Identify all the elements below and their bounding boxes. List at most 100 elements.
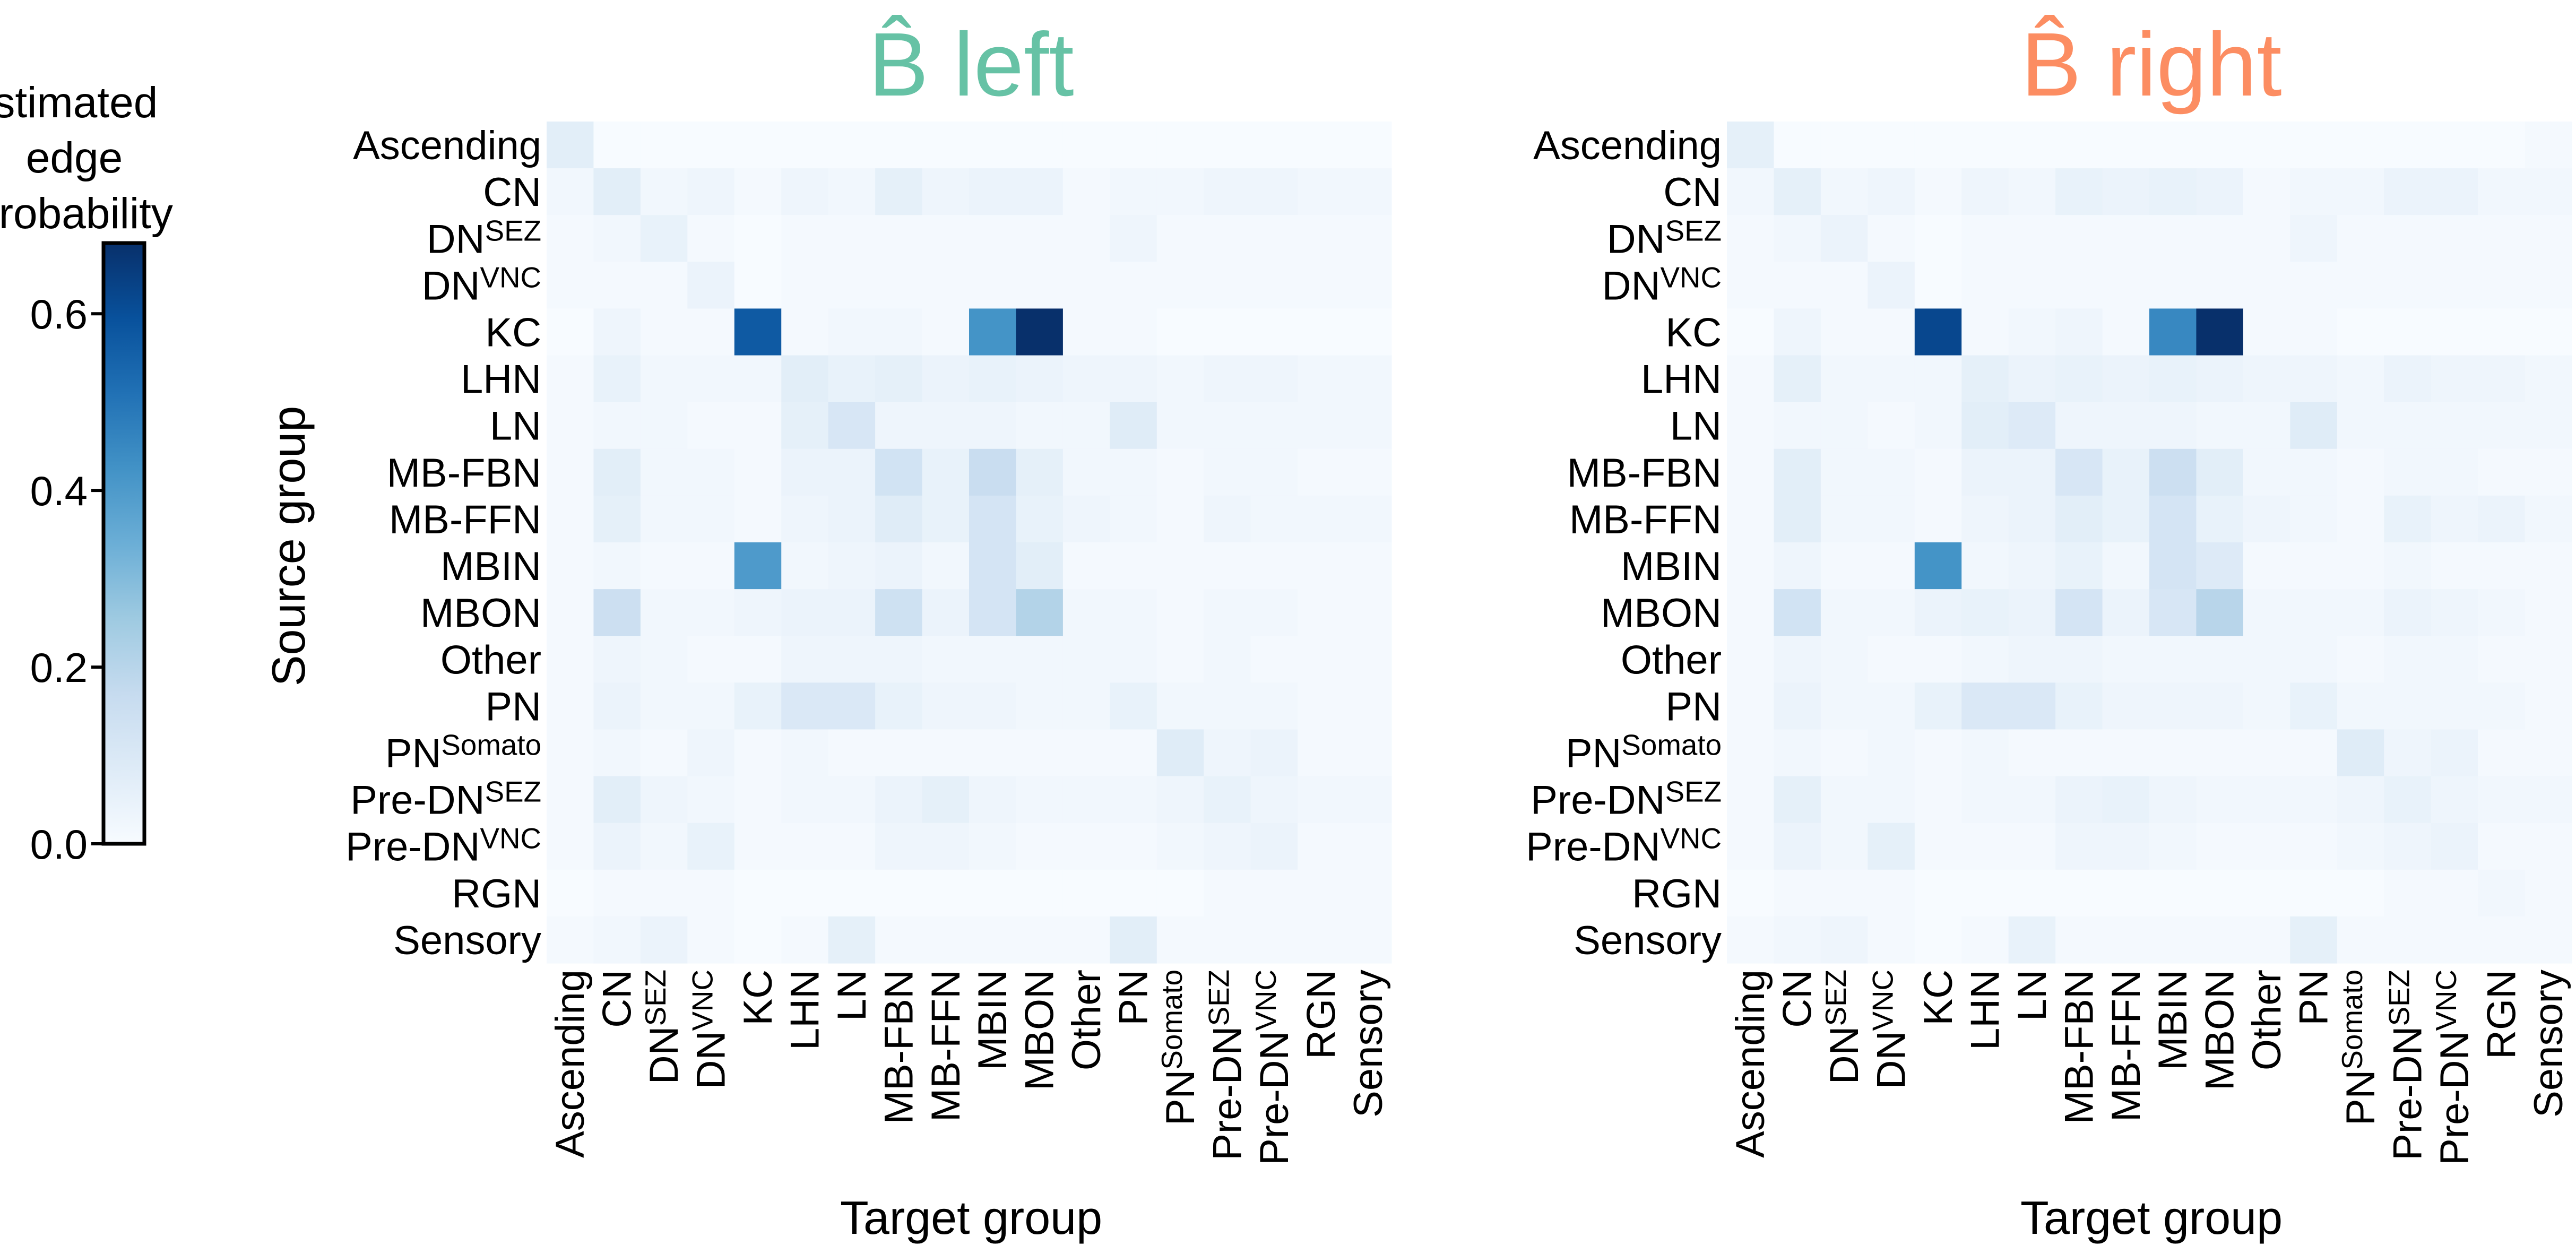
heatmap-left-cell-mbon-mb-ffn <box>922 589 970 636</box>
heatmap-right-row-label-mb-ffn: MB-FFN <box>1569 497 1722 542</box>
heatmap-right-cell-mbin-mbin <box>2149 542 2197 590</box>
heatmap-left-cell-mb-fbn-dn-vnc <box>687 448 735 496</box>
heatmap-right-cell-mbin-lhn <box>1961 542 2009 590</box>
heatmap-right-row-label-lhn: LHN <box>1641 357 1722 402</box>
heatmap-left-col-label-sensory: Sensory <box>1346 970 1391 1118</box>
heatmap-right-cell-pre-dn-vnc-other <box>2243 823 2290 870</box>
heatmap-left-row-label-ascending: Ascending <box>353 123 541 168</box>
heatmap-left-row-label-pn: PN <box>485 684 541 729</box>
heatmap-left-cell-dn-vnc-dn-sez <box>640 262 688 309</box>
heatmap-right-cell-mb-ffn-mb-ffn <box>2102 495 2150 543</box>
heatmap-right-cell-pre-dn-vnc-sensory <box>2525 823 2572 870</box>
heatmap-left-title: B̂ left <box>868 14 1074 115</box>
heatmap-right-cell-lhn-dn-sez <box>1820 355 1868 403</box>
heatmap-right-cell-mb-fbn-ascending <box>1727 448 1775 496</box>
heatmap-right-cell-mb-fbn-kc <box>1914 448 1962 496</box>
heatmap-right-cell-pre-dn-sez-ascending <box>1727 776 1775 824</box>
heatmap-right-cell-mbon-other <box>2243 589 2290 636</box>
heatmap-left-cell-mb-fbn-mbon <box>1016 448 1064 496</box>
heatmap-right-cell-pn-pre-dn-sez <box>2384 682 2432 730</box>
heatmap-right-cell-dn-sez-cn <box>1774 215 1821 262</box>
heatmap-right-cell-mb-ffn-lhn <box>1961 495 2009 543</box>
heatmap-right-cell-mbon-pn-somato <box>2337 589 2384 636</box>
heatmap-right-cell-mbon-dn-vnc <box>1868 589 1915 636</box>
heatmap-right-cell-rgn-mb-fbn <box>2055 869 2103 917</box>
heatmap-right-cell-pn-somato-mbon <box>2196 729 2244 777</box>
heatmap-left-row-label-sensory: Sensory <box>393 918 541 963</box>
heatmap-right-cell-pn-dn-sez <box>1820 682 1868 730</box>
heatmap-right-cell-kc-sensory <box>2525 308 2572 356</box>
heatmap-right-cell-kc-other <box>2243 308 2290 356</box>
heatmap-right-cell-ascending-lhn <box>1961 122 2009 169</box>
heatmap-right-cell-dn-sez-kc <box>1914 215 1962 262</box>
heatmap-right-cell-ln-mbon <box>2196 402 2244 449</box>
heatmap-left-row-label-mb-ffn: MB-FFN <box>389 497 541 542</box>
heatmap-right-cell-dn-vnc-pre-dn-vnc <box>2431 262 2478 309</box>
heatmap-left-cell-kc-kc <box>734 308 782 356</box>
colorbar-gradient <box>101 241 146 846</box>
heatmap-right-cell-pn-somato-mb-ffn <box>2102 729 2150 777</box>
heatmap-left-cell-kc-ln <box>828 308 876 356</box>
heatmap-left-cell-dn-vnc-ln <box>828 262 876 309</box>
heatmap-right-row-label-mbon: MBON <box>1601 591 1722 636</box>
heatmap-right-col-label-ascending: Ascending <box>1728 970 1773 1158</box>
heatmap-left-cell-dn-sez-pre-dn-vnc <box>1250 215 1298 262</box>
heatmap-right-cell-sensory-cn <box>1774 916 1821 964</box>
heatmap-left-cell-mbon-pn <box>1110 589 1157 636</box>
heatmap-right-cell-pre-dn-vnc-mbin <box>2149 823 2197 870</box>
heatmap-left-cell-mb-fbn-pn-somato <box>1156 448 1204 496</box>
heatmap-left-cell-lhn-mbon <box>1016 355 1064 403</box>
heatmap-right-cell-pre-dn-sez-mbon <box>2196 776 2244 824</box>
colorbar-tick-label: 0.4 <box>30 468 88 514</box>
heatmap-right-cell-sensory-dn-sez <box>1820 916 1868 964</box>
heatmap-right-cell-cn-ascending <box>1727 168 1775 215</box>
heatmap-right-cell-mbon-sensory <box>2525 589 2572 636</box>
heatmap-right-cell-pre-dn-vnc-lhn <box>1961 823 2009 870</box>
heatmap-right: B̂ right Target group AscendingCNDNSEZDN… <box>1526 14 2572 1244</box>
heatmap-right-cell-mb-fbn-pre-dn-sez <box>2384 448 2432 496</box>
heatmap-left-cell-rgn-rgn <box>1298 869 1345 917</box>
heatmap-left-cell-pn-somato-mb-ffn <box>922 729 970 777</box>
heatmap-right-cell-lhn-mb-fbn <box>2055 355 2103 403</box>
heatmap-left-cell-ascending-pre-dn-sez <box>1204 122 1251 169</box>
heatmap-left-cell-rgn-pn-somato <box>1156 869 1204 917</box>
heatmap-right-cell-sensory-pre-dn-sez <box>2384 916 2432 964</box>
heatmap-left-cell-mb-ffn-mb-ffn <box>922 495 970 543</box>
heatmap-left-cell-mbon-dn-vnc <box>687 589 735 636</box>
heatmap-right-cell-sensory-rgn <box>2478 916 2526 964</box>
heatmap-left-cell-lhn-ascending <box>547 355 594 403</box>
heatmap-right-row-label-mbin: MBIN <box>1621 544 1722 589</box>
heatmap-right-row-label-ascending: Ascending <box>1533 123 1722 168</box>
heatmap-left-cell-lhn-pre-dn-vnc <box>1250 355 1298 403</box>
heatmap-right-cell-ln-pn <box>2290 402 2338 449</box>
heatmap-right-cell-mb-ffn-dn-sez <box>1820 495 1868 543</box>
heatmap-right-cell-cn-mbon <box>2196 168 2244 215</box>
heatmap-left-cell-dn-sez-pn-somato <box>1156 215 1204 262</box>
heatmap-left-cell-ascending-mbin <box>969 122 1017 169</box>
heatmap-right-cell-pn-somato-sensory <box>2525 729 2572 777</box>
heatmap-left-cell-lhn-dn-sez <box>640 355 688 403</box>
heatmap-left-cell-mb-ffn-kc <box>734 495 782 543</box>
heatmap-right-cell-rgn-pre-dn-vnc <box>2431 869 2478 917</box>
heatmap-left-cell-pre-dn-vnc-mbon <box>1016 823 1064 870</box>
heatmap-left-cell-pn-somato-pre-dn-sez <box>1204 729 1251 777</box>
heatmap-right-cell-mbin-pn-somato <box>2337 542 2384 590</box>
heatmap-left-cell-ln-ln <box>828 402 876 449</box>
heatmap-right-cell-pre-dn-sez-rgn <box>2478 776 2526 824</box>
heatmap-right-cell-mbin-dn-sez <box>1820 542 1868 590</box>
heatmap-right-cell-cn-kc <box>1914 168 1962 215</box>
heatmap-left-cell-mbon-lhn <box>781 589 829 636</box>
heatmap-right-cell-kc-mbin <box>2149 308 2197 356</box>
heatmap-right-col-label-other: Other <box>2244 970 2289 1070</box>
heatmap-right-cell-lhn-ascending <box>1727 355 1775 403</box>
heatmap-right-row-label-pn-somato: PNSomato <box>1566 728 1722 776</box>
heatmap-right-cell-pn-sensory <box>2525 682 2572 730</box>
heatmap-right-cell-lhn-sensory <box>2525 355 2572 403</box>
heatmap-left-cell-other-dn-vnc <box>687 636 735 683</box>
heatmap-right-cell-pre-dn-vnc-cn <box>1774 823 1821 870</box>
heatmap-left-cell-kc-pn-somato <box>1156 308 1204 356</box>
heatmap-right-cell-dn-vnc-rgn <box>2478 262 2526 309</box>
heatmap-right-cell-pre-dn-sez-dn-vnc <box>1868 776 1915 824</box>
heatmap-right-cell-other-pn-somato <box>2337 636 2384 683</box>
heatmap-right-cell-pre-dn-vnc-pre-dn-vnc <box>2431 823 2478 870</box>
